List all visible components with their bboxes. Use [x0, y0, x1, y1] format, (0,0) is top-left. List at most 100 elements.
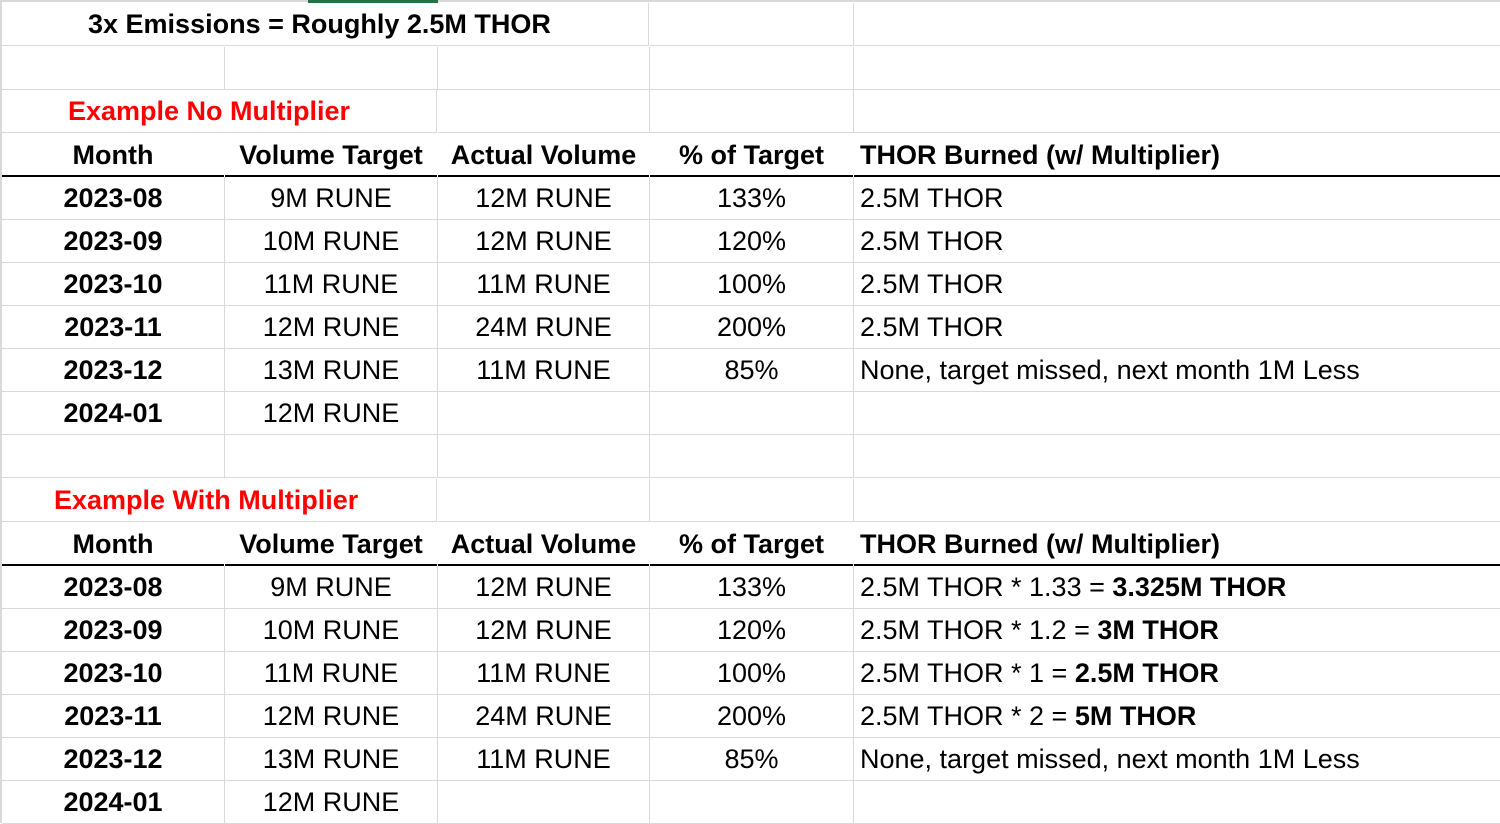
volume-target-cell[interactable]: 12M RUNE — [225, 306, 438, 349]
column-header-thor-burned[interactable]: THOR Burned (w/ Multiplier) — [854, 134, 1500, 177]
pct-of-target-cell[interactable]: 133% — [650, 177, 854, 220]
thor-burned-cell[interactable]: 2.5M THOR * 2 = 5M THOR — [854, 695, 1500, 738]
actual-volume-cell[interactable]: 11M RUNE — [438, 652, 650, 695]
cell[interactable] — [854, 479, 1500, 522]
volume-target-cell[interactable]: 11M RUNE — [225, 263, 438, 306]
actual-volume-cell[interactable]: 11M RUNE — [438, 263, 650, 306]
month-cell[interactable]: 2023-10 — [2, 263, 225, 306]
actual-volume-cell[interactable]: 24M RUNE — [438, 695, 650, 738]
actual-volume-cell[interactable]: 11M RUNE — [438, 349, 650, 392]
column-header-actual-volume[interactable]: Actual Volume — [438, 134, 649, 177]
table-row: 2023-10 11M RUNE 11M RUNE 100% 2.5M THOR — [0, 263, 1500, 306]
actual-volume-cell[interactable] — [438, 781, 650, 824]
volume-target-cell[interactable]: 12M RUNE — [225, 695, 438, 738]
pct-of-target-cell[interactable]: 200% — [650, 695, 854, 738]
actual-volume-cell[interactable]: 12M RUNE — [438, 566, 650, 609]
cell[interactable] — [438, 479, 650, 522]
pct-of-target-cell[interactable]: 100% — [650, 263, 854, 306]
cell[interactable] — [650, 47, 854, 90]
thor-burned-cell[interactable] — [854, 392, 1500, 435]
section-heading-with-multiplier[interactable]: Example With Multiplier — [2, 479, 437, 522]
cell[interactable] — [854, 47, 1500, 90]
pct-of-target-cell[interactable] — [650, 392, 854, 435]
table-row: 2023-10 11M RUNE 11M RUNE 100% 2.5M THOR… — [0, 652, 1500, 695]
actual-volume-cell[interactable]: 24M RUNE — [438, 306, 650, 349]
pct-of-target-cell[interactable]: 200% — [650, 306, 854, 349]
volume-target-cell[interactable]: 12M RUNE — [225, 392, 438, 435]
column-header-pct-of-target[interactable]: % of Target — [650, 523, 853, 566]
actual-volume-cell[interactable]: 11M RUNE — [438, 738, 650, 781]
month-cell[interactable]: 2023-09 — [2, 220, 225, 263]
month-cell[interactable]: 2024-01 — [2, 781, 225, 824]
column-header-thor-burned[interactable]: THOR Burned (w/ Multiplier) — [854, 523, 1500, 566]
actual-volume-cell[interactable]: 12M RUNE — [438, 609, 650, 652]
actual-volume-cell[interactable]: 12M RUNE — [438, 220, 650, 263]
burn-text: 2.5M THOR — [860, 226, 1004, 256]
volume-target-cell[interactable]: 13M RUNE — [225, 349, 438, 392]
thor-burned-cell[interactable]: 2.5M THOR * 1 = 2.5M THOR — [854, 652, 1500, 695]
volume-target-cell[interactable]: 13M RUNE — [225, 738, 438, 781]
thor-burned-cell[interactable]: 2.5M THOR — [854, 263, 1500, 306]
cell[interactable] — [854, 90, 1500, 133]
month-cell[interactable]: 2023-12 — [2, 738, 225, 781]
thor-burned-cell[interactable] — [854, 781, 1500, 824]
cell[interactable] — [2, 47, 225, 90]
cell[interactable] — [2, 435, 225, 478]
pct-of-target-cell[interactable]: 85% — [650, 349, 854, 392]
sheet-title[interactable]: 3x Emissions = Roughly 2.5M THOR — [2, 3, 649, 46]
section-heading-no-multiplier[interactable]: Example No Multiplier — [2, 90, 437, 133]
thor-burned-cell[interactable]: None, target missed, next month 1M Less — [854, 349, 1500, 392]
column-header-volume-target[interactable]: Volume Target — [225, 134, 437, 177]
actual-volume-cell[interactable] — [438, 392, 650, 435]
column-header-month[interactable]: Month — [2, 134, 224, 177]
volume-target-cell[interactable]: 10M RUNE — [225, 220, 438, 263]
cell[interactable] — [854, 3, 1500, 46]
cell[interactable] — [438, 90, 650, 133]
column-header-volume-target[interactable]: Volume Target — [225, 523, 437, 566]
cell[interactable] — [225, 435, 438, 478]
column-header-pct-of-target[interactable]: % of Target — [650, 134, 853, 177]
burn-text: 2.5M THOR — [860, 183, 1004, 213]
column-header-month[interactable]: Month — [2, 523, 224, 566]
burn-text: 2.5M THOR * 2 = — [860, 701, 1075, 731]
actual-volume-cell[interactable]: 12M RUNE — [438, 177, 650, 220]
cell[interactable] — [438, 47, 650, 90]
month-cell[interactable]: 2023-11 — [2, 306, 225, 349]
volume-target-cell[interactable]: 10M RUNE — [225, 609, 438, 652]
volume-target-cell[interactable]: 9M RUNE — [225, 177, 438, 220]
month-cell[interactable]: 2023-10 — [2, 652, 225, 695]
volume-target-cell[interactable]: 11M RUNE — [225, 652, 438, 695]
pct-of-target-cell[interactable]: 100% — [650, 652, 854, 695]
thor-burned-cell[interactable]: 2.5M THOR — [854, 177, 1500, 220]
month-cell[interactable]: 2023-08 — [2, 177, 225, 220]
thor-burned-cell[interactable]: 2.5M THOR — [854, 220, 1500, 263]
pct-of-target-cell[interactable]: 133% — [650, 566, 854, 609]
column-header-actual-volume[interactable]: Actual Volume — [438, 523, 649, 566]
cell[interactable] — [854, 435, 1500, 478]
thor-burned-cell[interactable]: 2.5M THOR * 1.33 = 3.325M THOR — [854, 566, 1500, 609]
cell[interactable] — [650, 435, 854, 478]
pct-of-target-cell[interactable]: 85% — [650, 738, 854, 781]
month-cell[interactable]: 2023-11 — [2, 695, 225, 738]
cell[interactable] — [650, 3, 854, 46]
thor-burned-cell[interactable]: None, target missed, next month 1M Less — [854, 738, 1500, 781]
month-cell[interactable]: 2023-08 — [2, 566, 225, 609]
thor-burned-cell[interactable]: 2.5M THOR — [854, 306, 1500, 349]
sheet-row-empty — [0, 435, 1500, 478]
thor-burned-cell[interactable]: 2.5M THOR * 1.2 = 3M THOR — [854, 609, 1500, 652]
cell[interactable] — [225, 47, 438, 90]
cell[interactable] — [650, 479, 854, 522]
cell[interactable] — [438, 435, 650, 478]
pct-of-target-cell[interactable] — [650, 781, 854, 824]
month-cell[interactable]: 2023-12 — [2, 349, 225, 392]
volume-target-cell[interactable]: 12M RUNE — [225, 781, 438, 824]
cell[interactable] — [650, 90, 854, 133]
pct-of-target-cell[interactable]: 120% — [650, 609, 854, 652]
volume-target-cell[interactable]: 9M RUNE — [225, 566, 438, 609]
month-cell[interactable]: 2023-09 — [2, 609, 225, 652]
active-cell-indicator — [308, 0, 438, 3]
pct-of-target-cell[interactable]: 120% — [650, 220, 854, 263]
month-cell[interactable]: 2024-01 — [2, 392, 225, 435]
table-header-row: Month Volume Target Actual Volume % of T… — [0, 523, 1500, 566]
